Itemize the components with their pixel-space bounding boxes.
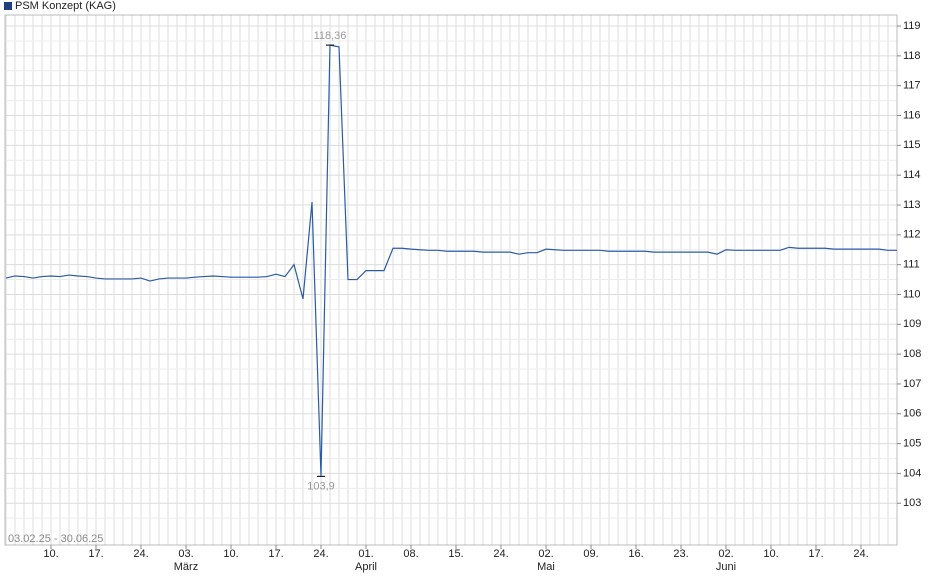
- x-tick-label: 10.: [43, 548, 58, 560]
- date-range: 03.02.25 - 30.06.25: [8, 533, 103, 545]
- x-tick-label: 16.: [628, 548, 643, 560]
- y-tick-label: 112: [903, 229, 921, 241]
- x-tick-label: 17.: [88, 548, 103, 560]
- x-tick-label: 02.: [538, 548, 553, 560]
- value-label: 103,9: [307, 480, 335, 492]
- x-tick-label: 01.: [358, 548, 373, 560]
- y-tick-label: 109: [903, 318, 921, 330]
- x-tick-label: 02.: [718, 548, 733, 560]
- x-tick-label: 10.: [763, 548, 778, 560]
- y-tick-label: 114: [903, 169, 921, 181]
- x-tick-label: 17.: [268, 548, 283, 560]
- month-label: Juni: [716, 561, 736, 573]
- legend-swatch: [4, 2, 12, 10]
- x-tick-label: 10.: [223, 548, 238, 560]
- x-tick-label: 08.: [403, 548, 418, 560]
- month-label: April: [355, 561, 377, 573]
- y-tick-label: 117: [903, 80, 921, 92]
- x-tick-label: 15.: [448, 548, 463, 560]
- y-tick-label: 103: [903, 497, 921, 509]
- y-tick-label: 108: [903, 348, 921, 360]
- price-line: [5, 44, 897, 477]
- x-tick-label: 24.: [133, 548, 148, 560]
- y-tick-label: 118: [903, 50, 921, 62]
- x-tick-label: 23.: [673, 548, 688, 560]
- y-tick-label: 113: [903, 199, 921, 211]
- month-label: Mai: [537, 561, 555, 573]
- month-label: März: [174, 561, 198, 573]
- x-tick-label: 03.: [178, 548, 193, 560]
- plot-frame: [4, 14, 898, 546]
- x-tick-label: 09.: [583, 548, 598, 560]
- y-tick-label: 104: [903, 467, 921, 479]
- y-tick-label: 106: [903, 408, 921, 420]
- grid: [5, 15, 898, 545]
- y-tick-label: 111: [903, 259, 920, 271]
- x-tick-label: 24.: [313, 548, 328, 560]
- x-tick-label: 24.: [853, 548, 868, 560]
- legend-label: PSM Konzept (KAG): [15, 0, 116, 12]
- y-tick-label: 116: [903, 109, 921, 121]
- y-tick-label: 107: [903, 378, 921, 390]
- y-tick-label: 105: [903, 437, 921, 449]
- y-tick-label: 115: [903, 139, 921, 151]
- x-tick-label: 24.: [493, 548, 508, 560]
- x-tick-label: 17.: [808, 548, 823, 560]
- y-tick-label: 119: [903, 20, 921, 32]
- value-label: 118,36: [314, 30, 347, 42]
- y-tick-label: 110: [903, 288, 921, 300]
